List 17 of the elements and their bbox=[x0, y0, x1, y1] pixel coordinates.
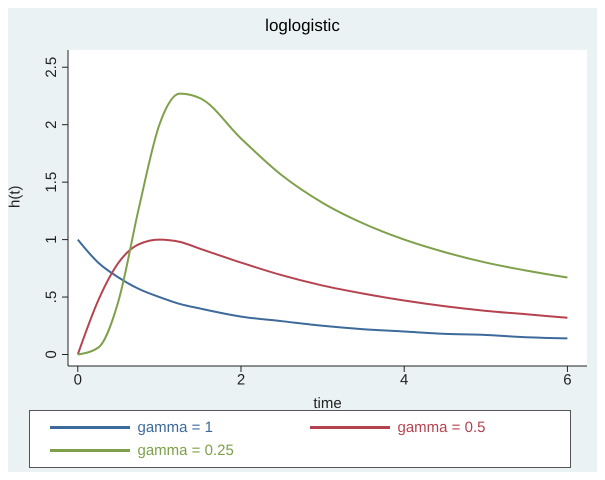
y-tick-label: 1 bbox=[43, 235, 60, 244]
x-axis-title: time bbox=[313, 395, 342, 412]
y-tick-label: 2.5 bbox=[43, 56, 60, 78]
y-tick-label: 1.5 bbox=[43, 172, 60, 193]
text: gamma = 0.5 bbox=[398, 419, 486, 436]
y-axis-title: h(t) bbox=[6, 185, 24, 208]
x-tick-label: 0 bbox=[74, 372, 82, 389]
text: gamma = 0.25 bbox=[138, 442, 234, 459]
x-tick-label: 4 bbox=[400, 372, 408, 389]
x-tick-label: 2 bbox=[236, 372, 246, 389]
y-tick-label: 0 bbox=[43, 350, 60, 359]
text: gamma = 1 bbox=[138, 419, 213, 436]
line-series bbox=[76, 92, 568, 356]
y-tick-label: .5 bbox=[43, 290, 60, 304]
x-tick-label: 6 bbox=[563, 372, 572, 389]
chart-title: loglogistic bbox=[264, 15, 341, 37]
y-tick-label: 2 bbox=[43, 120, 60, 129]
